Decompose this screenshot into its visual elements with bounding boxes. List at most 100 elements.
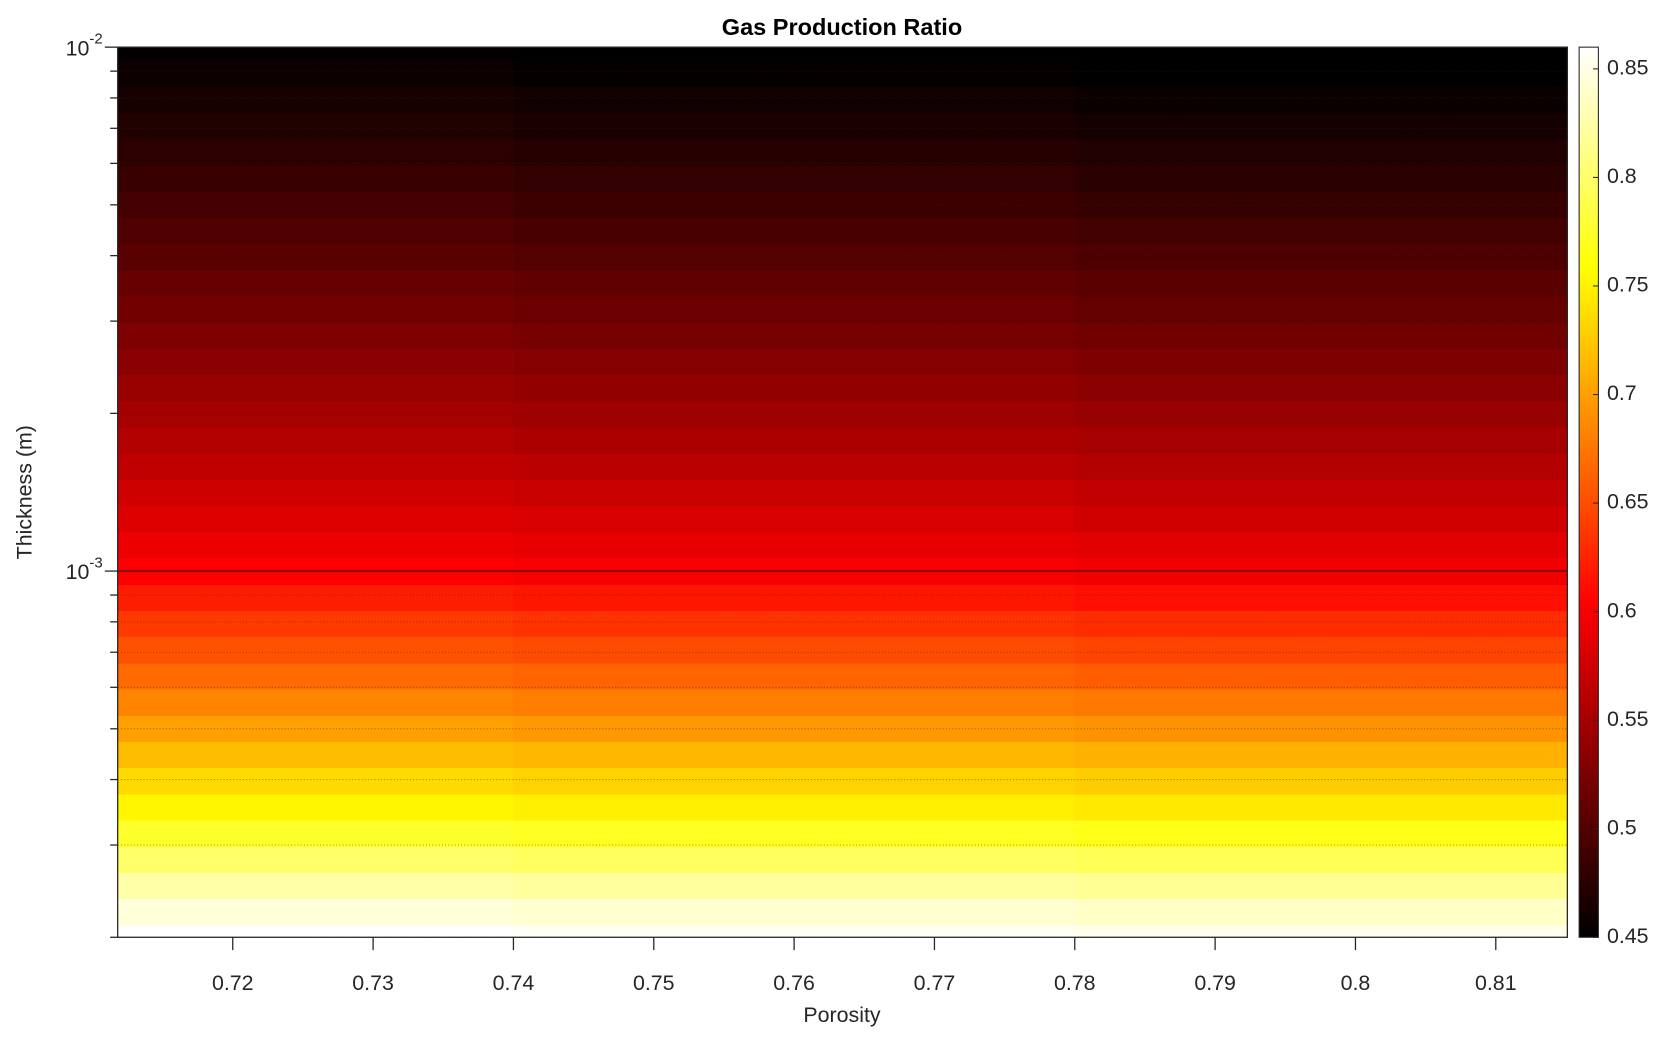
y-tick-label: 10-2 — [66, 31, 103, 60]
heatmap-cell — [117, 86, 515, 114]
heatmap-cell — [1074, 610, 1568, 638]
axes: 0.72 0.73 0.74 0.75 0.76 0.77 0.78 0.79 0.8 0.81 1… — [66, 31, 1649, 995]
heatmap-cell — [1074, 793, 1568, 821]
heatmap — [117, 47, 1568, 938]
heatmap-cell — [513, 374, 1076, 402]
y-axis-label: Thickness (m) — [12, 425, 36, 559]
heatmap-cell — [117, 138, 515, 166]
heatmap-cell — [1074, 924, 1568, 938]
heatmap-cell — [1074, 322, 1568, 350]
heatmap-cell — [513, 47, 1076, 61]
heatmap-cell — [117, 60, 515, 88]
heatmap-cell — [513, 531, 1076, 559]
heatmap-cell — [1074, 243, 1568, 271]
heatmap-cell — [117, 400, 515, 428]
x-tick-label: 0.77 — [914, 971, 956, 995]
heatmap-cell — [513, 688, 1076, 716]
x-tick-label: 0.76 — [773, 971, 815, 995]
colorbar-tick-label: 0.55 — [1607, 707, 1649, 731]
heatmap-cell — [1074, 505, 1568, 533]
heatmap-cell — [513, 269, 1076, 297]
heatmap-cell — [513, 138, 1076, 166]
heatmap-cell — [513, 86, 1076, 114]
colorbar-tick-label: 0.65 — [1607, 490, 1649, 514]
heatmap-cell — [117, 243, 515, 271]
heatmap-cell — [117, 741, 515, 769]
heatmap-cell — [513, 662, 1076, 690]
colorbar-tick-label: 0.7 — [1607, 381, 1637, 405]
colorbar-tick-label: 0.6 — [1607, 598, 1637, 622]
heatmap-cell — [513, 846, 1076, 873]
heatmap-cell — [513, 898, 1076, 926]
heatmap-cell — [513, 741, 1076, 769]
x-tick-label: 0.72 — [212, 971, 254, 995]
heatmap-cell — [1074, 872, 1568, 900]
heatmap-cell — [513, 479, 1076, 507]
heatmap-cell — [513, 819, 1076, 847]
heatmap-cell — [513, 322, 1076, 350]
colorbar-tick-label: 0.45 — [1607, 924, 1649, 948]
heatmap-cell — [1074, 479, 1568, 507]
heatmap-cell — [513, 243, 1076, 271]
heatmap-cell — [1074, 584, 1568, 612]
heatmap-cell — [117, 898, 515, 926]
heatmap-cell — [117, 348, 515, 376]
heatmap-cell — [513, 165, 1076, 192]
heatmap-cell — [1074, 636, 1568, 664]
colorbar-tick-label: 0.75 — [1607, 273, 1649, 297]
heatmap-cell — [1074, 296, 1568, 323]
heatmap-cell — [1074, 846, 1568, 873]
heatmap-cell — [117, 872, 515, 900]
heatmap-cell — [513, 296, 1076, 323]
heatmap-cell — [1074, 741, 1568, 769]
heatmap-cell — [1074, 138, 1568, 166]
heatmap-cell — [1074, 348, 1568, 376]
chart-title: Gas Production Ratio — [722, 14, 962, 40]
heatmap-cell — [513, 348, 1076, 376]
heatmap-cell — [1074, 819, 1568, 847]
heatmap-cell — [1074, 662, 1568, 690]
heatmap-cell — [513, 400, 1076, 428]
heatmap-cell — [1074, 400, 1568, 428]
heatmap-cell — [513, 505, 1076, 533]
x-tick-label: 0.75 — [633, 971, 675, 995]
heatmap-cell — [1074, 688, 1568, 716]
heatmap-cell — [1074, 47, 1568, 61]
heatmap-cell — [117, 479, 515, 507]
heatmap-cell — [117, 322, 515, 350]
x-tick-label: 0.81 — [1475, 971, 1517, 995]
heatmap-cell — [513, 584, 1076, 612]
heatmap-cell — [117, 191, 515, 219]
heatmap-cell — [1074, 767, 1568, 795]
heatmap-cell — [117, 610, 515, 638]
colorbar — [1578, 46, 1599, 938]
heatmap-cell — [513, 872, 1076, 900]
colorbar-tick-label: 0.85 — [1607, 56, 1649, 80]
heatmap-cell — [117, 688, 515, 716]
heatmap-cell — [1074, 531, 1568, 559]
heatmap-cell — [1074, 217, 1568, 245]
heatmap-cell — [1074, 374, 1568, 402]
heatmap-cell — [117, 584, 515, 612]
heatmap-cell — [1074, 165, 1568, 192]
heatmap-cell — [117, 819, 515, 847]
heatmap-cell — [117, 924, 515, 938]
x-tick-label: 0.74 — [493, 971, 535, 995]
heatmap-cell — [513, 924, 1076, 938]
heatmap-cell — [117, 636, 515, 664]
grid — [117, 47, 1568, 938]
colorbar-tick-label: 0.8 — [1607, 164, 1637, 188]
heatmap-cell — [513, 453, 1076, 480]
x-axis-label: Porosity — [803, 1003, 881, 1027]
heatmap-cell — [513, 60, 1076, 88]
y-tick-label: 10-3 — [66, 555, 103, 584]
colorbar-tick-label: 0.5 — [1607, 815, 1637, 839]
x-tick-label: 0.73 — [352, 971, 394, 995]
heatmap-cell — [513, 191, 1076, 219]
heatmap-cell — [513, 767, 1076, 795]
heatmap-cell — [1074, 427, 1568, 454]
x-tick-label: 0.78 — [1054, 971, 1096, 995]
heatmap-cell — [117, 531, 515, 559]
heatmap-cell — [1074, 60, 1568, 88]
heatmap-cell — [117, 453, 515, 480]
